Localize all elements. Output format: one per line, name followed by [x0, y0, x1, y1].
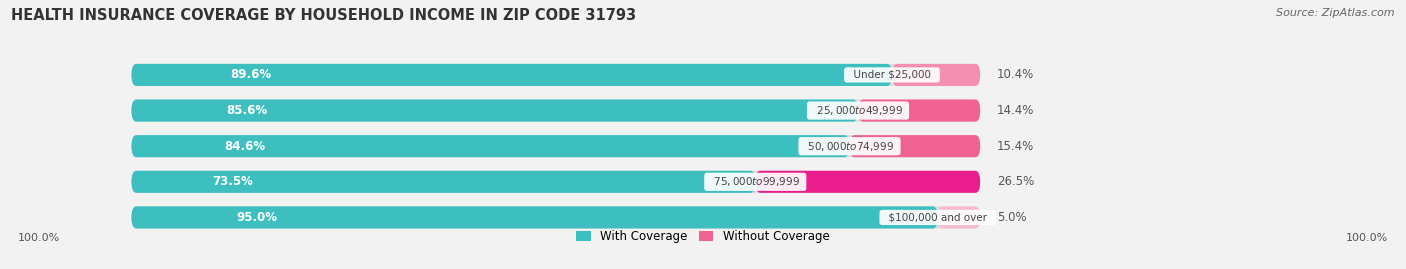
Text: $75,000 to $99,999: $75,000 to $99,999 — [707, 175, 804, 188]
Text: $50,000 to $74,999: $50,000 to $74,999 — [801, 140, 898, 153]
FancyBboxPatch shape — [131, 64, 891, 86]
FancyBboxPatch shape — [938, 206, 980, 228]
FancyBboxPatch shape — [849, 135, 980, 157]
FancyBboxPatch shape — [131, 171, 980, 193]
FancyBboxPatch shape — [131, 135, 980, 157]
FancyBboxPatch shape — [131, 171, 755, 193]
Text: 100.0%: 100.0% — [18, 233, 60, 243]
FancyBboxPatch shape — [131, 206, 980, 228]
Text: 14.4%: 14.4% — [997, 104, 1033, 117]
Text: 89.6%: 89.6% — [231, 68, 271, 82]
Text: $100,000 and over: $100,000 and over — [882, 213, 994, 222]
FancyBboxPatch shape — [755, 171, 980, 193]
FancyBboxPatch shape — [131, 100, 980, 122]
Text: 26.5%: 26.5% — [997, 175, 1033, 188]
Text: 84.6%: 84.6% — [225, 140, 266, 153]
Legend: With Coverage, Without Coverage: With Coverage, Without Coverage — [572, 225, 834, 248]
Text: 73.5%: 73.5% — [212, 175, 253, 188]
Text: 95.0%: 95.0% — [236, 211, 277, 224]
Text: Under $25,000: Under $25,000 — [846, 70, 938, 80]
FancyBboxPatch shape — [131, 206, 938, 228]
Text: 100.0%: 100.0% — [1346, 233, 1388, 243]
Text: Source: ZipAtlas.com: Source: ZipAtlas.com — [1277, 8, 1395, 18]
Text: 10.4%: 10.4% — [997, 68, 1033, 82]
FancyBboxPatch shape — [131, 64, 980, 86]
FancyBboxPatch shape — [891, 64, 980, 86]
Text: 85.6%: 85.6% — [226, 104, 267, 117]
Text: 5.0%: 5.0% — [997, 211, 1026, 224]
Text: $25,000 to $49,999: $25,000 to $49,999 — [810, 104, 907, 117]
FancyBboxPatch shape — [858, 100, 980, 122]
Text: HEALTH INSURANCE COVERAGE BY HOUSEHOLD INCOME IN ZIP CODE 31793: HEALTH INSURANCE COVERAGE BY HOUSEHOLD I… — [11, 8, 637, 23]
FancyBboxPatch shape — [131, 135, 849, 157]
FancyBboxPatch shape — [131, 100, 858, 122]
Text: 15.4%: 15.4% — [997, 140, 1033, 153]
